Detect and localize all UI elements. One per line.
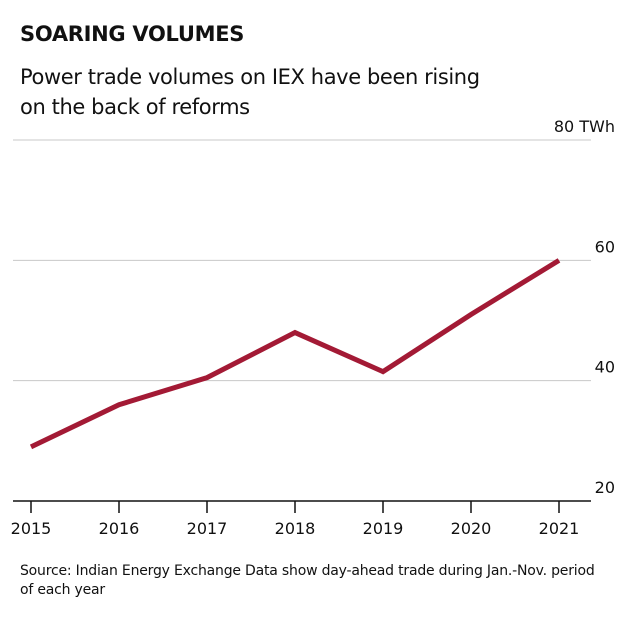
x-tick-label: 2015 [11,519,52,538]
x-tick-label: 2017 [187,519,228,538]
series-layer [29,258,561,450]
y-tick-label: 60 [595,237,615,256]
y-tick-label: 20 [595,478,615,497]
x-tick-label: 2016 [99,519,140,538]
x-axis [13,500,591,513]
series-line [29,258,561,450]
y-axis-labels: 20 40 60 80 TWh [554,117,615,497]
source-note: Source: Indian Energy Exchange Data show… [20,563,595,598]
grid-layer [13,139,591,382]
y-tick-label: 80 TWh [554,117,615,136]
x-axis-labels: 2015 2016 2017 2018 2019 2020 2021 [11,519,580,538]
y-tick-label: 40 [595,358,615,377]
x-tick-label: 2019 [363,519,404,538]
x-tick-label: 2018 [275,519,316,538]
x-tick-label: 2020 [451,519,492,538]
chart-subtitle: Power trade volumes on IEX have been ris… [20,65,480,119]
chart-title: SOARING VOLUMES [20,22,245,46]
x-tick-label: 2021 [539,519,580,538]
